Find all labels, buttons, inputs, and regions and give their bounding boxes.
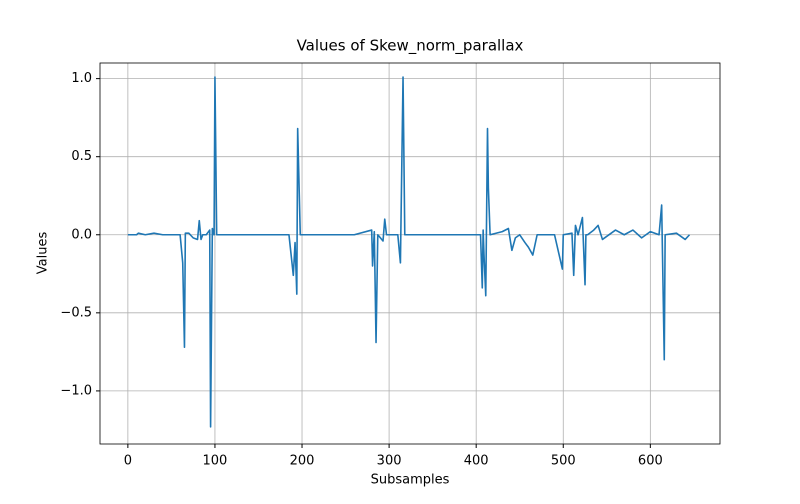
y-axis-label: Values (36, 232, 51, 275)
data-line (127, 76, 691, 428)
plot-frame (99, 62, 721, 445)
chart-title: Values of Skew_norm_parallax (297, 37, 524, 56)
y-tick-label: −1.0 (60, 383, 92, 398)
x-tick-label: 400 (464, 454, 489, 469)
x-tick-label: 300 (377, 454, 402, 469)
x-tick-label: 600 (638, 454, 663, 469)
y-tick-label: 0.0 (71, 227, 92, 242)
x-tick-label: 100 (203, 454, 228, 469)
x-tick-label: 500 (551, 454, 576, 469)
y-tick-label: 1.0 (71, 71, 92, 86)
y-tick-label: −0.5 (60, 305, 92, 320)
x-axis-label: Subsamples (371, 473, 450, 488)
x-tick-label: 200 (290, 454, 315, 469)
x-tick-label: 0 (124, 454, 132, 469)
y-tick-label: 0.5 (71, 149, 92, 164)
